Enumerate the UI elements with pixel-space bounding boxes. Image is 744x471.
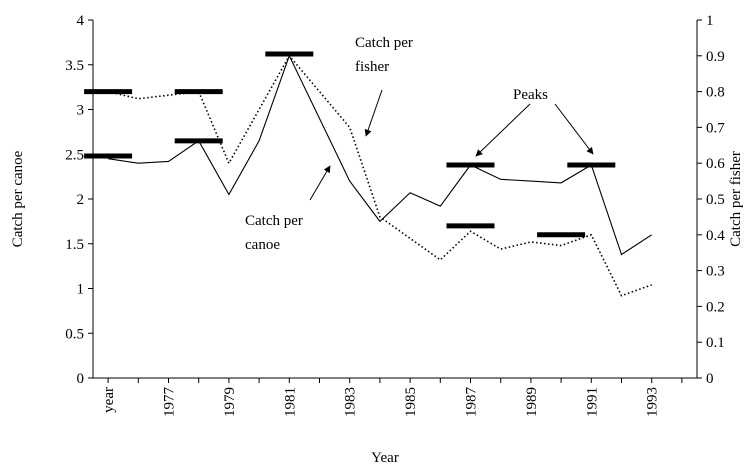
y-tick-label: 2.5 [65,147,84,163]
y2-tick-label: 0 [706,371,714,387]
y2-tick-label: 0.9 [706,49,725,65]
y2-tick-label: 0.8 [706,85,725,101]
arrow [309,165,331,201]
y-tick-label: 1.5 [65,237,84,253]
y2-tick-label: 0.2 [706,299,725,315]
y2-tick-label: 0.6 [706,156,725,172]
arrow [554,103,594,155]
x-tick-label: 1991 [584,387,600,417]
y-tick-label: 0 [77,371,85,387]
y-tick-label: 0.5 [65,326,84,342]
y2-tick-label: 1 [706,13,714,29]
y-tick-label: 3.5 [65,58,84,74]
x-tick-label: 1987 [464,387,480,418]
annotation: fisher [355,59,389,75]
x-tick-label: 1989 [524,387,540,417]
y-tick-label: 1 [77,282,85,298]
x-axis-label: Year [371,450,399,466]
x-tick-label: 1977 [162,387,178,418]
annotation: Catch per [245,213,303,229]
x-tick-label: 1981 [282,387,298,417]
y-tick-label: 3 [77,103,85,119]
annotation: Catch per [355,35,413,51]
line [108,54,653,256]
y2-tick-label: 0.7 [706,120,725,136]
y2-tick-label: 0.5 [706,192,725,208]
x-tick-label: 1979 [222,387,238,417]
y-axis-label: Catch per canoe [10,150,26,247]
x-tick-label: year [101,387,117,413]
annotation: canoe [245,237,280,253]
y2-tick-label: 0.4 [706,228,725,244]
x-tick-label: 1983 [343,387,359,417]
x-tick-label: 1985 [403,387,419,417]
line [107,54,652,297]
y-tick-label: 2 [77,192,85,208]
arrow [364,89,383,137]
y2-axis-label: Catch per fisher [728,151,744,247]
y-tick-label: 4 [77,13,85,29]
annotation: Peaks [513,87,548,103]
y2-tick-label: 0.3 [706,264,725,280]
y2-tick-label: 0.1 [706,335,725,351]
arrow [475,103,531,157]
x-tick-label: 1993 [645,387,661,417]
